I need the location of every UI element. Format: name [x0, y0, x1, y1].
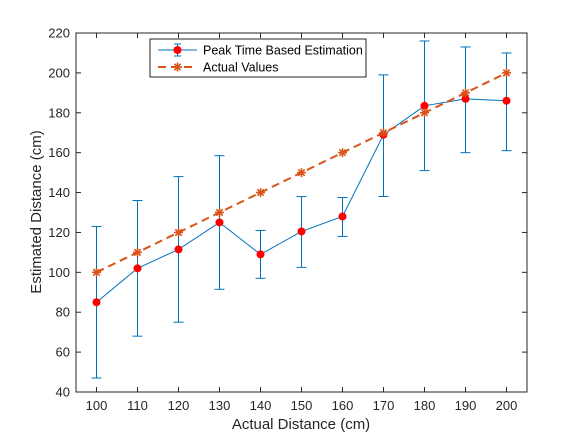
- y-tick-label: 80: [56, 305, 70, 320]
- point-estimation: [420, 101, 429, 110]
- point-estimation: [256, 250, 265, 259]
- point-actual: [420, 108, 429, 118]
- x-tick-label: 150: [291, 398, 313, 413]
- y-tick-label: 180: [48, 105, 70, 120]
- legend-label-estimation: Peak Time Based Estimation: [203, 44, 363, 58]
- point-actual: [174, 227, 183, 237]
- legend-star-shape: [173, 62, 182, 72]
- x-tick-label: 140: [250, 398, 272, 413]
- legend-label-actual: Actual Values: [203, 61, 279, 75]
- legend-box: [149, 38, 367, 78]
- point-actual: [215, 208, 224, 217]
- legend-marker-estimation: [173, 46, 182, 54]
- y-tick-label: 100: [48, 265, 70, 280]
- x-axis-title: Actual Distance (cm): [232, 416, 370, 433]
- y-tick-label: 120: [48, 225, 70, 240]
- y-tick-label: 220: [48, 26, 70, 41]
- x-tick-label: 160: [332, 398, 354, 413]
- point-actual: [256, 188, 265, 198]
- x-tick-label: 180: [414, 398, 436, 413]
- point-actual: [461, 88, 470, 98]
- x-tick-label: 120: [168, 398, 190, 413]
- point-estimation: [215, 218, 224, 227]
- x-tick-label: 100: [86, 398, 108, 413]
- y-tick-label: 140: [48, 185, 70, 200]
- point-estimation: [133, 264, 142, 273]
- point-actual: [133, 247, 142, 257]
- point-actual: [297, 168, 306, 178]
- legend: Peak Time Based Estimation Actual Values: [149, 38, 367, 78]
- y-axis-title: Estimated Distance (cm): [28, 130, 45, 293]
- axes-layer: 100 110 120 130 140 150 160 170 180 190 200 40 60 80 1…: [48, 26, 528, 413]
- x-tick-label: 200: [496, 398, 518, 413]
- legend-marker-actual: [173, 62, 182, 72]
- markers-layer: [92, 68, 511, 307]
- x-tick-label: 110: [127, 398, 148, 413]
- point-estimation: [338, 212, 347, 221]
- y-tick-label: 40: [56, 385, 70, 400]
- point-actual: [379, 128, 388, 138]
- point-estimation: [461, 94, 470, 103]
- point-estimation: [174, 245, 183, 254]
- x-tick-label: 130: [209, 398, 231, 413]
- y-tick-label: 160: [48, 145, 70, 160]
- point-actual: [502, 68, 511, 78]
- x-tick-label: 170: [373, 398, 395, 413]
- point-actual: [338, 148, 347, 158]
- x-tick-label: 190: [455, 398, 477, 413]
- y-tick-label: 60: [56, 345, 70, 360]
- point-estimation: [502, 96, 511, 105]
- point-estimation: [297, 227, 306, 236]
- y-tick-label: 200: [48, 65, 70, 80]
- point-actual: [92, 267, 101, 277]
- point-estimation: [92, 298, 101, 307]
